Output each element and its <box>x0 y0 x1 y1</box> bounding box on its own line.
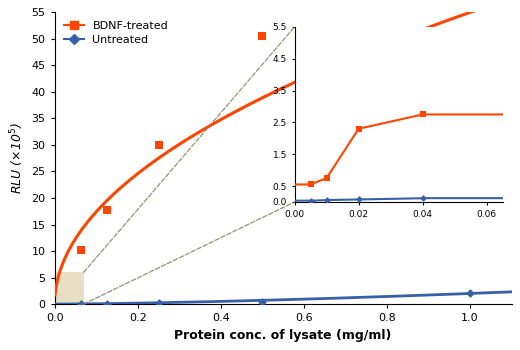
Point <box>466 33 474 39</box>
Point <box>258 300 267 305</box>
Point <box>154 142 163 148</box>
Bar <box>55 272 84 304</box>
Point <box>102 301 111 306</box>
Point <box>76 247 85 253</box>
Point <box>76 301 85 307</box>
Y-axis label: $RLU$ ($\times$10$^5$): $RLU$ ($\times$10$^5$) <box>8 122 26 194</box>
Point <box>466 290 474 296</box>
Point <box>258 33 267 39</box>
Legend: BDNF-treated, Untreated: BDNF-treated, Untreated <box>60 18 172 48</box>
Point <box>154 301 163 306</box>
X-axis label: Protein conc. of lysate (mg/ml): Protein conc. of lysate (mg/ml) <box>175 329 392 342</box>
Point <box>102 207 111 212</box>
